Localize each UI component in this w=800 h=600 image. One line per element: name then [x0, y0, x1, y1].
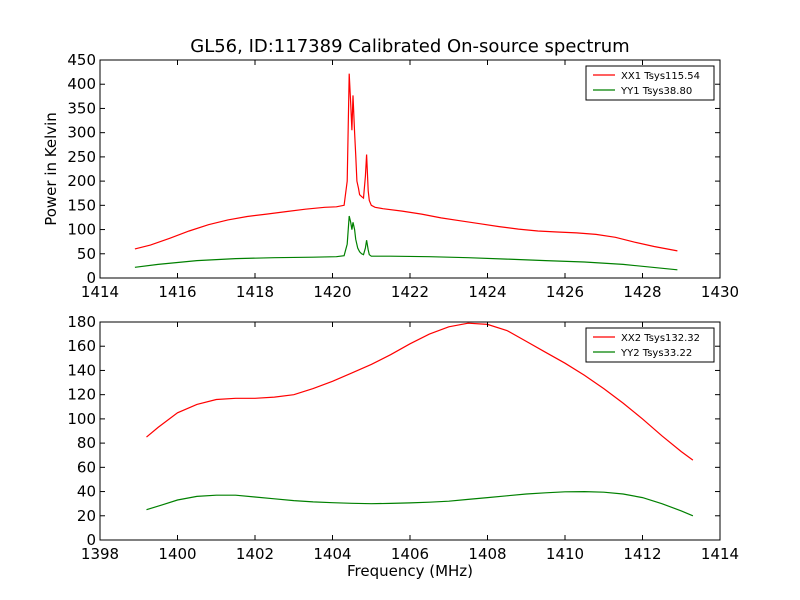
- x-tick-label: 1430: [701, 283, 739, 301]
- x-tick-label: 1400: [158, 545, 196, 563]
- x-tick-label: 1406: [391, 545, 429, 563]
- legend-entry-label: XX1 Tsys115.54: [621, 71, 700, 82]
- y-tick-label: 180: [67, 313, 96, 331]
- legend: XX2 Tsys132.32 YY2 Tsys33.22: [585, 327, 715, 363]
- x-tick-label: 1422: [391, 283, 429, 301]
- y-tick-label: 80: [77, 434, 96, 452]
- x-tick-label: 1424: [468, 283, 506, 301]
- y-tick-label: 160: [67, 337, 96, 355]
- bottom-plot: 1398 1400 1402 1404 1406 1408 1410 1412 1414 0 20 4…: [67, 313, 739, 580]
- y-tick-label: 400: [67, 75, 96, 93]
- x-tick-label: 1420: [313, 283, 351, 301]
- y-tick-label: 120: [67, 386, 96, 404]
- legend-entry-label: YY1 Tsys38.80: [620, 86, 692, 97]
- y-tick-label: 100: [67, 410, 96, 428]
- y-tick-label: 0: [86, 531, 96, 549]
- x-tick-label: 1404: [313, 545, 351, 563]
- series-line-0-0: [134, 73, 678, 252]
- x-tick-label: 1398: [81, 545, 119, 563]
- y-tick-label: 140: [67, 361, 96, 379]
- y-tick-label: 250: [67, 148, 96, 166]
- x-tick-label: 1410: [546, 545, 584, 563]
- y-tick-label: 20: [77, 507, 96, 525]
- series-line-1-0: [146, 322, 694, 461]
- y-tick-label: 0: [86, 269, 96, 287]
- figure-title: GL56, ID:117389 Calibrated On-source spe…: [190, 36, 629, 57]
- series-line-0-1: [134, 215, 678, 271]
- x-axis-label: Frequency (MHz): [347, 562, 473, 580]
- legend: XX1 Tsys115.54 YY1 Tsys38.80: [585, 65, 715, 101]
- top-plot: 1414 1416 1418 1420 1422 1424 1426 1428 1430 0 50 1…: [42, 51, 739, 301]
- x-tick-label: 1402: [236, 545, 274, 563]
- x-tick-label: 1412: [623, 545, 661, 563]
- x-tick-label: 1416: [158, 283, 196, 301]
- y-tick-label: 300: [67, 124, 96, 142]
- series-line-1-1: [146, 490, 694, 517]
- x-tick-label: 1408: [468, 545, 506, 563]
- x-tick-label: 1426: [546, 283, 584, 301]
- x-tick-label: 1414: [81, 283, 119, 301]
- legend-entry-label: XX2 Tsys132.32: [621, 333, 700, 344]
- x-tick-label: 1418: [236, 283, 274, 301]
- x-tick-label: 1414: [701, 545, 739, 563]
- x-tick-label: 1428: [623, 283, 661, 301]
- y-axis-label: Power in Kelvin: [42, 112, 60, 226]
- y-tick-label: 150: [67, 196, 96, 214]
- y-tick-label: 100: [67, 221, 96, 239]
- y-tick-label: 40: [77, 483, 96, 501]
- y-tick-label: 200: [67, 172, 96, 190]
- legend-box: [585, 327, 715, 363]
- legend-entry-label: YY2 Tsys33.22: [620, 348, 692, 359]
- y-tick-label: 350: [67, 99, 96, 117]
- y-tick-label: 450: [67, 51, 96, 69]
- y-tick-label: 60: [77, 458, 96, 476]
- legend-box: [585, 65, 715, 101]
- y-tick-label: 50: [77, 245, 96, 263]
